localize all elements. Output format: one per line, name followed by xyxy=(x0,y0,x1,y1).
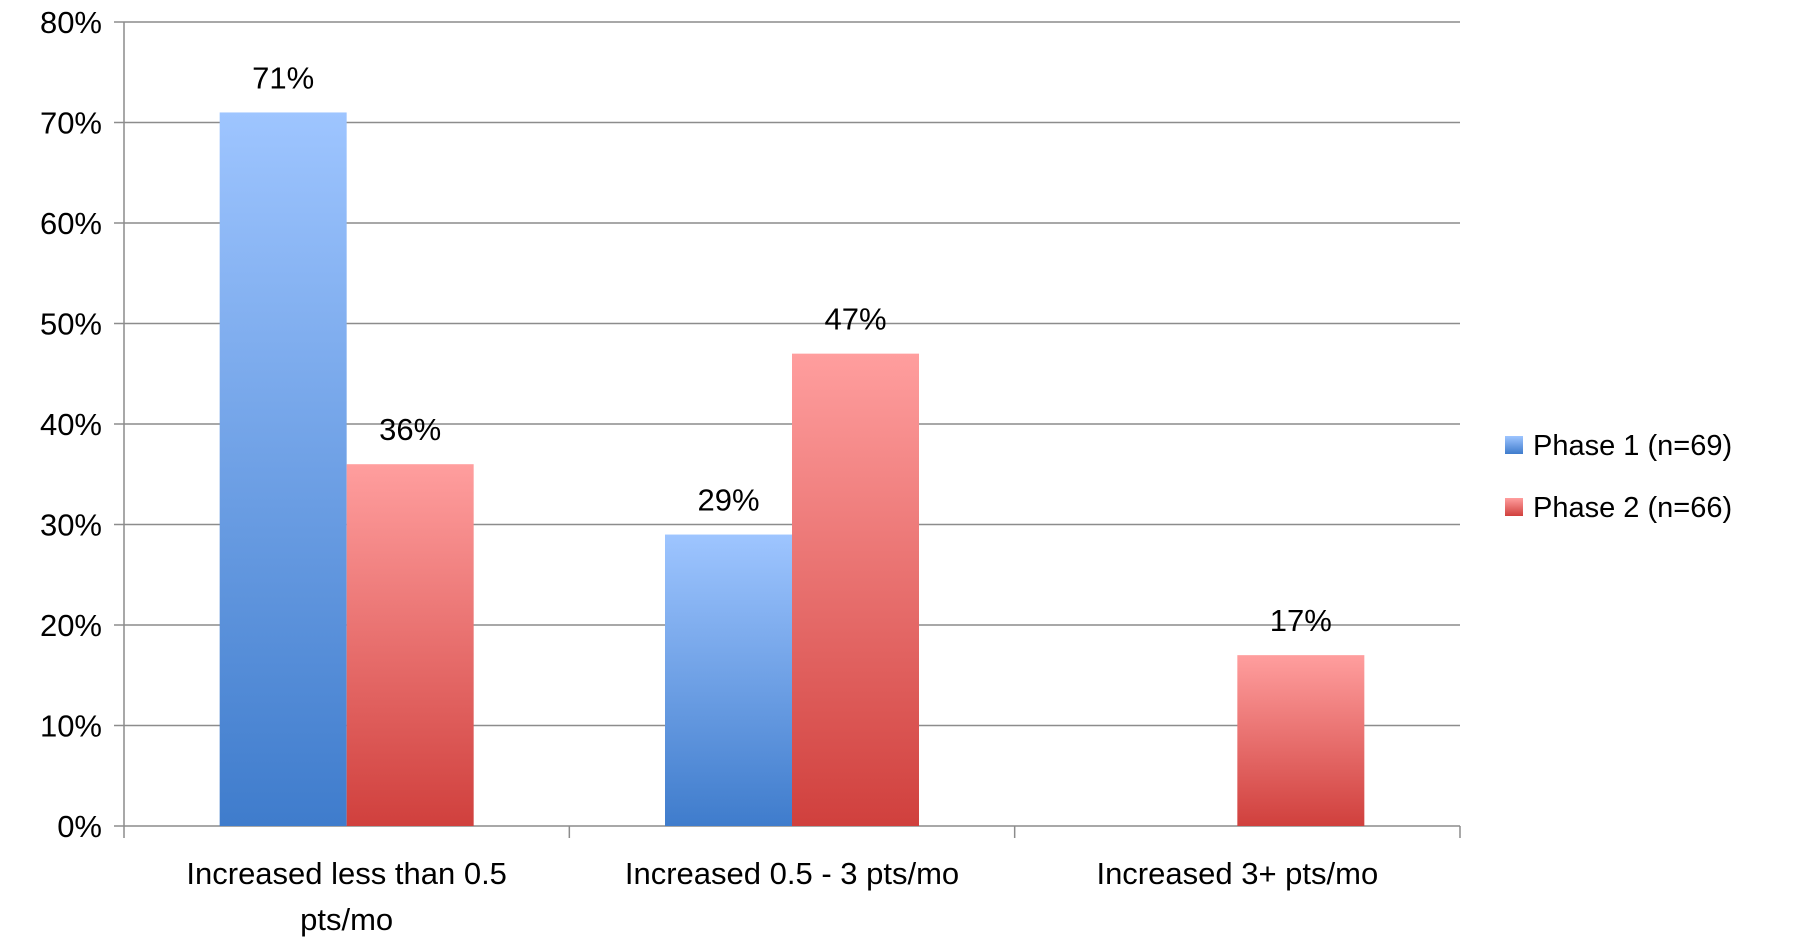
y-tick-label: 10% xyxy=(40,709,102,744)
legend: Phase 1 (n=69) Phase 2 (n=66) xyxy=(1505,430,1732,524)
bar xyxy=(219,112,347,826)
bars xyxy=(219,112,1365,826)
x-category-label: Increased 0.5 - 3 pts/mo xyxy=(625,856,959,891)
y-tick-label: 60% xyxy=(40,206,102,241)
legend-swatch xyxy=(1505,436,1523,454)
y-tick-label: 70% xyxy=(40,106,102,141)
data-labels: 71% 36% 29% 47% 17% xyxy=(252,60,1332,638)
legend-swatch xyxy=(1505,498,1523,516)
x-category-label: Increased 3+ pts/mo xyxy=(1096,856,1378,891)
bar xyxy=(1237,655,1365,826)
data-label: 17% xyxy=(1270,603,1332,638)
axes: 0% 10% 20% 30% 40% 50% 60% 70% 80% Increased less… xyxy=(40,5,1461,937)
y-tick-label: 80% xyxy=(40,5,102,40)
bar xyxy=(665,534,792,826)
y-tick-label: 30% xyxy=(40,508,102,543)
data-label: 36% xyxy=(379,412,441,447)
y-tick-label: 0% xyxy=(57,809,102,844)
x-category-label: Increased less than 0.5 pts/mo xyxy=(186,856,507,937)
y-tick-label: 20% xyxy=(40,608,102,643)
legend-label: Phase 2 (n=66) xyxy=(1533,492,1732,524)
x-category-label-line: pts/mo xyxy=(300,902,393,937)
data-label: 71% xyxy=(252,60,314,95)
data-label: 29% xyxy=(697,483,759,518)
bar xyxy=(792,353,919,826)
bar xyxy=(346,464,474,826)
x-category-label-line: Increased 0.5 - 3 pts/mo xyxy=(625,856,959,891)
legend-label: Phase 1 (n=69) xyxy=(1533,430,1732,462)
y-tick-label: 40% xyxy=(40,407,102,442)
x-category-label-line: Increased 3+ pts/mo xyxy=(1096,856,1378,891)
y-tick-label: 50% xyxy=(40,307,102,342)
x-category-label-line: Increased less than 0.5 xyxy=(186,856,507,891)
data-label: 47% xyxy=(824,302,886,337)
